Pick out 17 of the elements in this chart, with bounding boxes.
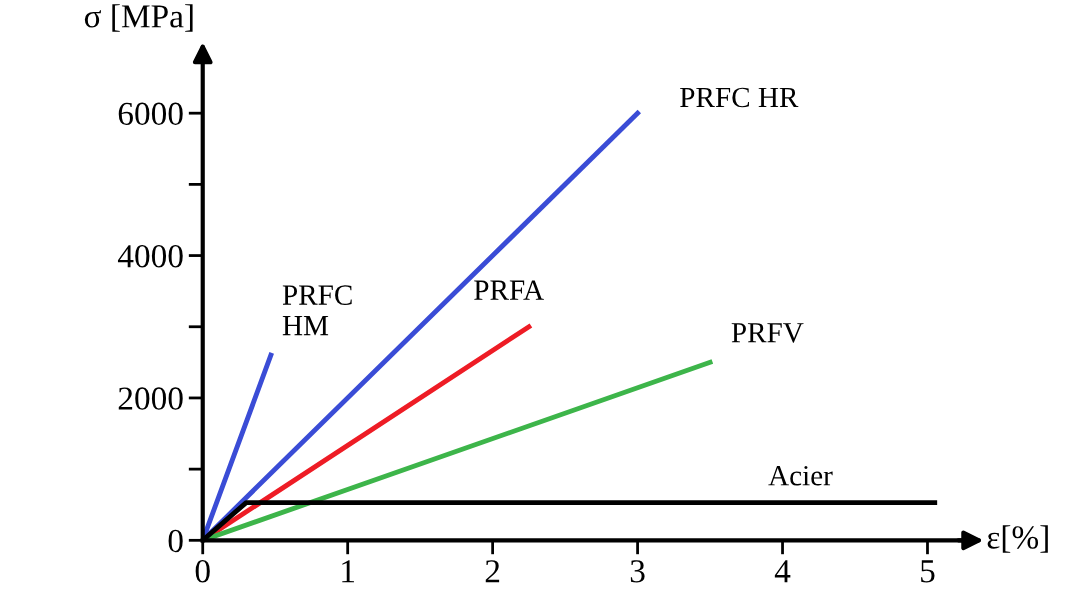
x-tick-label: 0	[195, 560, 210, 583]
series-label: PRFA	[474, 280, 544, 300]
x-tick-label: 1	[342, 560, 355, 583]
x-tick-label: 4	[774, 560, 791, 583]
y-tick-label: 0	[168, 529, 183, 553]
y-tick-label: 6000	[118, 102, 183, 126]
x-axis-title: ε[%]	[987, 525, 1048, 553]
x-tick-label: 2	[485, 560, 500, 583]
series-label: PRFC HR	[680, 87, 799, 108]
x-tick-label: 5	[921, 560, 935, 583]
x-tick-label: 3	[630, 560, 645, 583]
y-axis-title: σ [MPa]	[84, 4, 193, 32]
series-label: PRFC HM	[282, 285, 352, 336]
series-label: Acier	[768, 465, 833, 486]
series-label: PRFV	[731, 323, 804, 343]
y-tick-label: 2000	[118, 387, 183, 410]
y-tick-label: 4000	[117, 244, 183, 268]
